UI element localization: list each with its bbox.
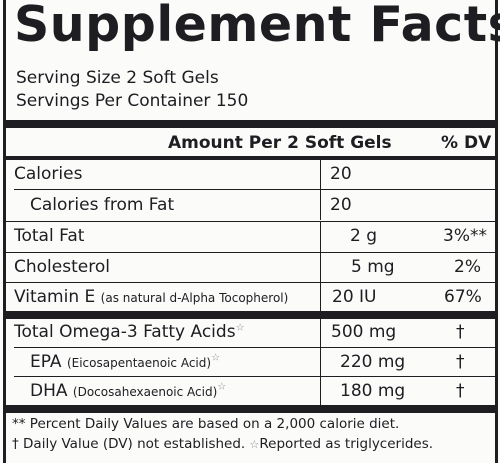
row-divider [6, 221, 495, 222]
row-amount-calories: 20 [330, 164, 352, 184]
row-dv-omega3: † [456, 322, 465, 342]
row-label-calories-from-fat: Calories from Fat [30, 195, 175, 215]
footnote-percent-dv: ** Percent Daily Values are based on a 2… [12, 416, 400, 432]
row-amount-vitamin-e: 20 IU [332, 287, 377, 307]
star-icon: ☆ [235, 322, 245, 334]
row-amount-omega3: 500 mg [331, 322, 397, 342]
row-amount-calories-from-fat: 20 [330, 195, 352, 215]
divider-thick [6, 405, 495, 413]
row-dv-total-fat: 3%** [443, 226, 487, 246]
row-divider [6, 252, 495, 253]
row-label-omega3: Total Omega-3 Fatty Acids [14, 322, 236, 342]
amount-per-serving-header: Amount Per 2 Soft Gels [168, 133, 392, 153]
star-icon: ☆ [249, 438, 260, 451]
row-amount-total-fat: 2 g [350, 226, 378, 246]
divider-header [6, 156, 495, 160]
row-label-calories: Calories [14, 164, 83, 184]
row-label-dha: DHA [30, 381, 68, 401]
row-note-dha: (Docosahexaenoic Acid) [72, 385, 218, 399]
row-label-vitamin-e: Vitamin E [14, 287, 96, 307]
footnote-triglycerides: Reported as triglycerides. [259, 436, 434, 452]
serving-size: Serving Size 2 Soft Gels [16, 68, 219, 88]
star-icon: ☆ [211, 352, 221, 364]
row-label-total-fat: Total Fat [14, 226, 85, 246]
row-note-vitamin-e: (as natural d-Alpha Tocopherol) [100, 291, 289, 305]
row-amount-cholesterol: 5 mg [351, 257, 395, 277]
row-divider [14, 347, 495, 348]
divider-thick [6, 120, 495, 128]
panel-border-left [3, 0, 6, 463]
row-dv-epa: † [456, 352, 465, 372]
row-note-epa: (Eicosapentaenoic Acid) [66, 356, 212, 370]
row-label-epa: EPA [30, 352, 62, 372]
row-dv-cholesterol: 2% [454, 257, 481, 277]
row-divider [14, 376, 495, 377]
divider-thick [6, 311, 495, 319]
row-divider [6, 282, 495, 283]
column-separator [320, 319, 321, 405]
row-vitamin-e: Vitamin E (as natural d-Alpha Tocopherol… [14, 287, 288, 307]
daily-value-header: % DV [441, 133, 492, 153]
row-dv-dha: † [456, 381, 465, 401]
star-icon: ☆ [217, 381, 227, 393]
row-omega3: Total Omega-3 Fatty Acids☆ [14, 322, 245, 342]
column-separator [320, 160, 321, 220]
footnote-dagger: † Daily Value (DV) not established. [12, 436, 246, 452]
row-divider [14, 189, 495, 190]
footnote-dv-not-established: † Daily Value (DV) not established. ☆Rep… [12, 436, 433, 452]
row-dv-vitamin-e: 67% [444, 287, 482, 307]
row-epa: EPA (Eicosapentaenoic Acid)☆ [30, 352, 220, 372]
panel-title: Supplement Facts [14, 0, 500, 53]
column-separator [320, 221, 321, 313]
row-label-cholesterol: Cholesterol [14, 257, 110, 277]
servings-per-container: Servings Per Container 150 [16, 91, 249, 111]
row-amount-dha: 180 mg [340, 381, 406, 401]
row-amount-epa: 220 mg [340, 352, 406, 372]
panel-border-right [495, 0, 498, 463]
row-dha: DHA (Docosahexaenoic Acid)☆ [30, 381, 226, 401]
